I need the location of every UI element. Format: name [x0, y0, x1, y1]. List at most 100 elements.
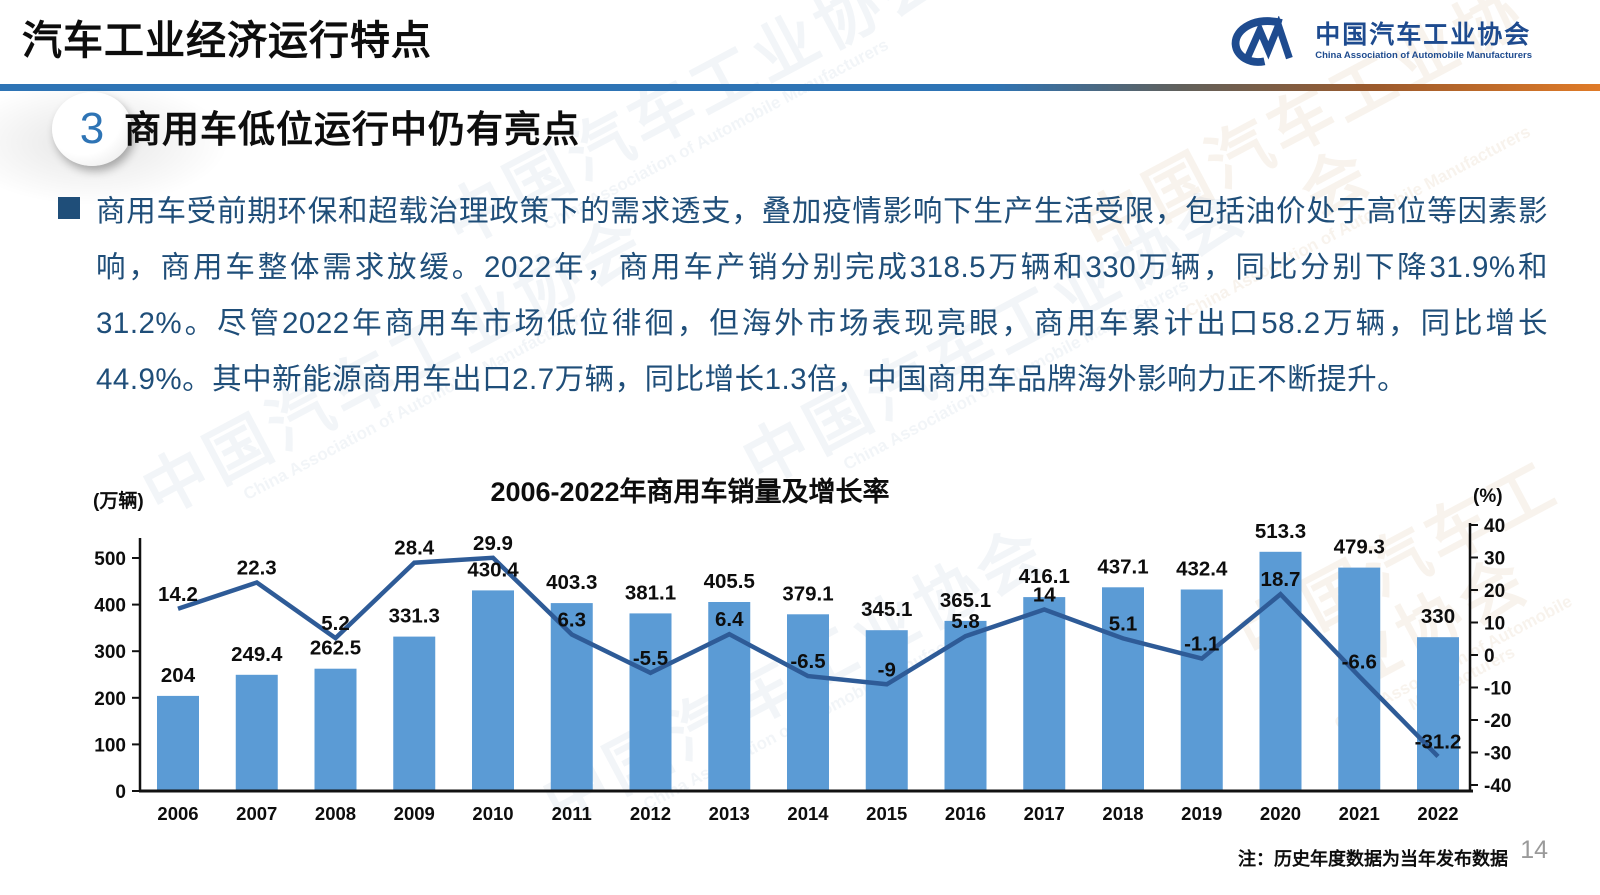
right-axis-tick-label: 20 [1484, 581, 1505, 602]
line-value-label: 14 [1033, 584, 1056, 607]
line-value-label: 14.2 [158, 583, 198, 606]
line-value-label: 28.4 [394, 537, 434, 560]
x-axis-category-label: 2015 [866, 803, 907, 824]
bar-value-label: 416.1 [1019, 565, 1070, 588]
bar-value-label: 430.4 [467, 558, 519, 581]
x-axis-category-label: 2007 [236, 803, 277, 824]
caam-logo-icon [1231, 16, 1293, 66]
bar-2017 [1023, 597, 1066, 791]
x-axis-category-label: 2009 [394, 803, 435, 824]
left-axis-tick-label: 400 [94, 596, 126, 617]
bar-value-label: 330 [1421, 605, 1455, 628]
left-axis-unit: (万辆) [93, 491, 144, 512]
x-axis-category-label: 2010 [472, 803, 513, 824]
bar-value-label: 331.3 [389, 605, 440, 628]
x-axis-category-label: 2017 [1024, 803, 1065, 824]
right-axis-tick-label: 10 [1484, 614, 1505, 635]
right-axis-tick-label: 30 [1484, 549, 1505, 570]
right-axis-tick-label: 0 [1484, 646, 1495, 667]
logo-name-en: China Association of Automobile Manufact… [1315, 49, 1532, 61]
x-axis-category-label: 2016 [945, 803, 986, 824]
right-axis-tick-label: -20 [1484, 711, 1511, 732]
x-axis-category-label: 2018 [1102, 803, 1143, 824]
bar-value-label: 432.4 [1176, 558, 1228, 581]
line-value-label: -6.5 [790, 650, 825, 673]
left-axis-tick-label: 100 [94, 735, 126, 756]
line-value-label: -31.2 [1415, 730, 1462, 753]
bar-2008 [314, 668, 357, 791]
bar-2016 [944, 620, 987, 791]
bar-2018 [1102, 587, 1144, 791]
section-number-badge: 3 [52, 92, 132, 166]
page-title: 汽车工业经济运行特点 [22, 19, 432, 63]
bar-2012 [629, 613, 672, 791]
x-axis-category-label: 2011 [552, 803, 592, 824]
bar-value-label: 262.5 [310, 637, 361, 660]
growth-rate-line [177, 555, 1440, 758]
bar-value-label: 204 [161, 664, 196, 687]
left-axis-tick-label: 0 [115, 782, 126, 803]
x-axis-category-label: 2012 [630, 803, 671, 824]
bar-value-label: 381.1 [625, 581, 676, 604]
x-axis-category-label: 2019 [1181, 803, 1222, 824]
body-paragraph-row: 商用车受前期环保和超载治理政策下的需求透支，叠加疫情影响下生产生活受限，包括油价… [58, 184, 1550, 408]
left-axis-tick-label: 200 [94, 689, 126, 710]
left-axis-tick-label: 300 [94, 642, 126, 663]
bar-value-label: 403.3 [546, 571, 597, 594]
line-value-label: 5.2 [321, 612, 350, 635]
x-axis-category-label: 2013 [709, 803, 750, 824]
right-axis-tick-label: -10 [1484, 679, 1511, 700]
bar-2015 [865, 630, 908, 791]
line-value-label: -9 [878, 658, 896, 681]
bar-2019 [1180, 589, 1223, 791]
logo-name-zh: 中国汽车工业协会 [1315, 21, 1532, 50]
square-bullet-icon [58, 197, 80, 219]
body-paragraph: 商用车受前期环保和超载治理政策下的需求透支，叠加疫情影响下生产生活受限，包括油价… [96, 195, 1548, 396]
left-axis-tick-label: 500 [94, 549, 126, 570]
right-axis-unit: (%) [1473, 486, 1503, 507]
bar-2022 [1417, 637, 1459, 791]
page-number: 14 [1520, 836, 1548, 864]
caam-logo: 中国汽车工业协会 China Association of Automobile… [1227, 16, 1532, 66]
bar-2010 [472, 590, 514, 791]
chart-plot-area: 0100200300400500403020100-10-20-30-40204… [94, 516, 1511, 824]
line-value-label: -5.5 [633, 647, 668, 670]
header-divider [0, 84, 1600, 91]
bar-value-label: 345.1 [861, 598, 912, 621]
x-axis-category-label: 2008 [315, 803, 356, 824]
bar-value-label: 405.5 [704, 570, 755, 593]
chart-title: 2006-2022年商用车销量及增长率 [490, 477, 890, 507]
bar-value-label: 479.3 [1334, 536, 1385, 559]
bar-2007 [235, 674, 278, 791]
line-value-label: 22.3 [237, 557, 277, 580]
bar-value-label: 379.1 [782, 582, 833, 605]
x-axis-category-label: 2021 [1339, 803, 1380, 824]
bar-value-label: 365.1 [940, 589, 991, 612]
line-value-label: 5.8 [951, 610, 980, 633]
sales-growth-chart: 2006-2022年商用车销量及增长率 (万辆) (%) 0 100 200 300 4… [85, 468, 1515, 836]
x-axis-category-label: 2020 [1260, 803, 1301, 824]
line-value-label: -6.6 [1342, 650, 1377, 673]
section-number: 3 [79, 104, 105, 153]
footnote: 注：历史年度数据为当年发布数据 [1238, 849, 1508, 869]
x-axis-category-label: 2022 [1417, 803, 1458, 824]
section-heading: 商用车低位运行中仍有亮点 [124, 109, 580, 150]
right-axis-tick-label: -40 [1484, 776, 1511, 797]
line-value-label: 5.1 [1109, 612, 1138, 635]
bar-2006 [157, 695, 199, 791]
bar-2014 [787, 614, 829, 791]
line-value-label: -1.1 [1184, 633, 1219, 656]
bar-value-label: 513.3 [1255, 520, 1306, 543]
x-axis-category-label: 2006 [157, 803, 198, 824]
bar-2009 [393, 636, 436, 791]
line-value-label: 29.9 [473, 532, 513, 555]
line-value-label: 6.4 [715, 608, 744, 631]
line-value-label: 18.7 [1261, 568, 1301, 591]
x-axis-category-label: 2014 [787, 803, 829, 824]
line-value-label: 6.3 [558, 609, 587, 632]
right-axis-tick-label: 40 [1484, 516, 1505, 537]
caam-logo-text: 中国汽车工业协会 China Association of Automobile… [1315, 21, 1532, 61]
bar-value-label: 249.4 [231, 643, 283, 666]
bar-value-label: 437.1 [1097, 555, 1148, 578]
right-axis-tick-label: -30 [1484, 744, 1511, 765]
